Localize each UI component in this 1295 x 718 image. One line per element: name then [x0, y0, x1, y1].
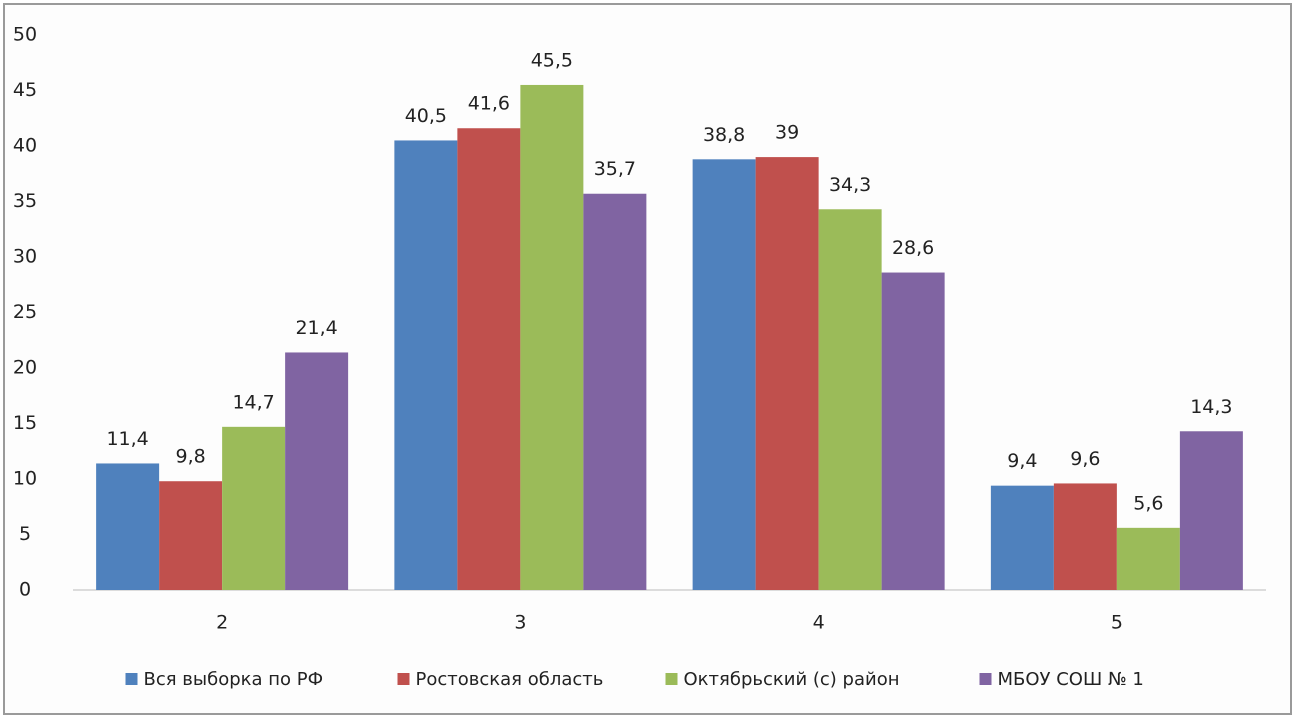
data-label: 14,3 [1190, 396, 1232, 418]
y-tick-label: 20 [13, 357, 37, 379]
data-label: 14,7 [232, 391, 274, 413]
data-label: 39 [775, 122, 799, 144]
bar [692, 159, 756, 590]
x-tick-label: 2 [216, 612, 228, 634]
y-tick-label: 45 [13, 79, 37, 101]
bar [1053, 483, 1117, 590]
legend-swatch [125, 673, 138, 685]
bar [222, 426, 286, 590]
y-tick-label: 5 [19, 523, 31, 545]
y-tick-label: 10 [13, 468, 37, 490]
bar [818, 209, 882, 590]
bar [520, 84, 584, 590]
y-tick-label: 30 [13, 246, 37, 268]
bar [285, 352, 349, 590]
legend-label: Октябрьский (с) район [684, 669, 900, 690]
data-label: 34,3 [829, 174, 871, 196]
data-label: 9,4 [1007, 450, 1037, 472]
y-tick-label: 0 [19, 579, 31, 601]
bar [457, 128, 521, 591]
y-tick-label: 25 [13, 301, 37, 323]
bar [881, 272, 945, 590]
legend-swatch [665, 673, 678, 685]
data-label: 5,6 [1133, 492, 1163, 514]
data-label: 11,4 [106, 428, 148, 450]
data-label: 21,4 [295, 317, 337, 339]
y-tick-label: 35 [13, 190, 37, 212]
bar [755, 157, 819, 590]
y-tick-label: 40 [13, 135, 37, 157]
data-label: 40,5 [405, 105, 447, 127]
bar [583, 193, 647, 591]
data-label: 35,7 [594, 158, 636, 180]
data-label: 38,8 [703, 124, 745, 146]
bar [159, 481, 223, 590]
data-label: 45,5 [531, 49, 573, 71]
legend-swatch [979, 673, 992, 685]
data-label: 41,6 [468, 93, 510, 115]
legend-label: Вся выборка по РФ [144, 669, 324, 690]
bar [1179, 431, 1243, 590]
legend-swatch [397, 673, 410, 685]
bar [990, 485, 1054, 590]
bar [394, 140, 458, 590]
legend-label: МБОУ СОШ № 1 [998, 669, 1144, 690]
legend-label: Ростовская область [416, 669, 604, 690]
y-tick-label: 50 [13, 24, 37, 46]
bar [96, 463, 160, 590]
bar [1116, 527, 1180, 590]
x-tick-label: 5 [1111, 612, 1123, 634]
chart-frame [3, 3, 1292, 715]
x-tick-label: 3 [514, 612, 526, 634]
x-tick-label: 4 [813, 612, 825, 634]
data-label: 28,6 [892, 237, 934, 259]
data-label: 9,8 [176, 446, 206, 468]
y-tick-label: 15 [13, 412, 37, 434]
data-label: 9,6 [1070, 448, 1100, 470]
